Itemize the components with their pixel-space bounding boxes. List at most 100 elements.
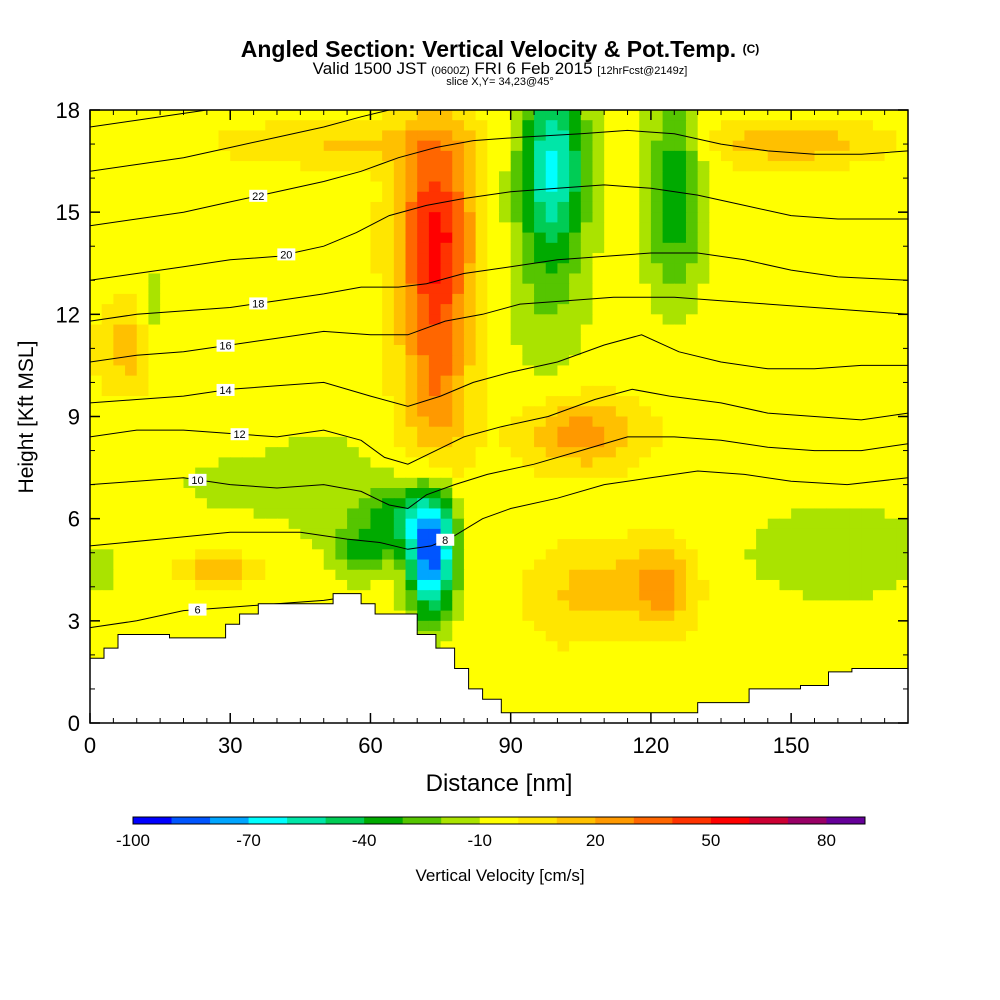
velocity-cell: [837, 130, 851, 142]
velocity-cell: [253, 120, 266, 132]
velocity-cell: [195, 344, 208, 356]
velocity-cell: [230, 150, 243, 162]
velocity-cell: [312, 334, 325, 346]
velocity-cell: [358, 539, 372, 550]
velocity-cell: [475, 579, 488, 591]
velocity-cell: [709, 579, 722, 591]
velocity-cell: [276, 161, 290, 172]
velocity-cell: [499, 406, 512, 418]
velocity-cell: [335, 304, 348, 315]
velocity-cell: [417, 600, 430, 612]
velocity-cell: [347, 436, 360, 448]
velocity-cell: [545, 212, 559, 223]
velocity-cell: [148, 508, 161, 520]
velocity-cell: [896, 222, 908, 234]
velocity-cell: [510, 314, 523, 326]
velocity-cell: [685, 569, 699, 581]
velocity-cell: [814, 150, 827, 162]
velocity-cell: [604, 508, 617, 520]
velocity-cell: [288, 110, 301, 121]
velocity-cell: [674, 283, 687, 295]
velocity-cell: [534, 641, 547, 653]
velocity-cell: [288, 120, 301, 132]
velocity-cell: [779, 110, 792, 121]
velocity-cell: [884, 110, 897, 121]
velocity-cell: [405, 488, 418, 499]
velocity-cell: [405, 140, 418, 152]
velocity-cell: [499, 171, 512, 183]
velocity-cell: [569, 201, 582, 213]
velocity-cell: [510, 539, 523, 550]
velocity-cell: [452, 324, 465, 336]
velocity-cell: [697, 201, 710, 213]
velocity-cell: [125, 334, 138, 346]
velocity-cell: [791, 600, 804, 612]
velocity-cell: [896, 171, 908, 183]
velocity-cell: [276, 426, 290, 438]
velocity-cell: [136, 140, 150, 152]
velocity-cell: [849, 447, 862, 458]
velocity-cell: [685, 692, 699, 704]
velocity-cell: [335, 181, 348, 193]
velocity-cell: [791, 181, 804, 193]
velocity-cell: [125, 539, 138, 550]
velocity-cell: [300, 498, 313, 510]
velocity-cell: [230, 590, 243, 601]
velocity-cell: [569, 283, 582, 295]
velocity-cell: [534, 477, 547, 489]
velocity-cell: [721, 130, 734, 142]
velocity-cell: [650, 242, 664, 254]
velocity-cell: [861, 140, 874, 152]
velocity-cell: [756, 293, 769, 305]
velocity-cell: [534, 436, 547, 448]
velocity-cell: [195, 110, 208, 121]
velocity-cell: [452, 232, 465, 244]
velocity-cell: [557, 385, 570, 397]
velocity-cell: [499, 253, 512, 264]
velocity-cell: [580, 682, 594, 693]
velocity-cell: [113, 161, 126, 172]
velocity-cell: [685, 447, 699, 458]
isentrope-line: [90, 184, 908, 281]
velocity-cell: [627, 222, 640, 234]
velocity-cell: [814, 508, 827, 520]
velocity-cell: [183, 293, 196, 305]
velocity-cell: [685, 590, 699, 601]
velocity-cell: [183, 436, 196, 448]
velocity-cell: [125, 324, 138, 336]
velocity-cell: [674, 447, 687, 458]
velocity-cell: [662, 355, 675, 367]
velocity-cell: [452, 426, 465, 438]
velocity-cell: [206, 304, 220, 315]
velocity-cell: [218, 631, 231, 642]
velocity-cell: [849, 324, 862, 336]
velocity-cell: [405, 528, 418, 540]
velocity-cell: [148, 539, 161, 550]
velocity-cell: [826, 508, 839, 520]
velocity-cell: [347, 263, 360, 275]
velocity-cell: [230, 559, 243, 571]
velocity-cell: [685, 661, 699, 673]
velocity-cell: [849, 344, 862, 356]
velocity-cell: [417, 344, 430, 356]
velocity-cell: [347, 212, 360, 223]
velocity-cell: [148, 610, 161, 622]
velocity-cell: [499, 651, 512, 663]
velocity-cell: [884, 467, 897, 479]
velocity-cell: [522, 201, 535, 213]
velocity-cell: [171, 344, 185, 356]
velocity-cell: [802, 344, 816, 356]
velocity-cell: [569, 140, 582, 152]
velocity-cell: [288, 549, 301, 561]
velocity-cell: [382, 528, 395, 540]
colorbar-swatch: [787, 817, 827, 824]
velocity-cell: [382, 120, 395, 132]
velocity-cell: [276, 518, 290, 530]
velocity-cell: [405, 498, 418, 510]
velocity-cell: [721, 569, 734, 581]
velocity-cell: [534, 232, 547, 244]
velocity-cell: [113, 365, 126, 377]
velocity-cell: [802, 161, 816, 172]
velocity-cell: [160, 161, 173, 172]
velocity-cell: [125, 314, 138, 326]
